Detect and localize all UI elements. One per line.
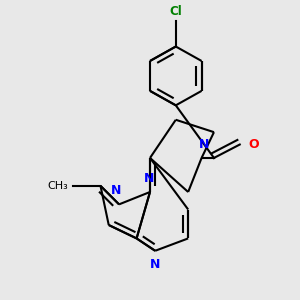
Text: O: O (248, 138, 259, 151)
Text: Cl: Cl (169, 4, 182, 18)
Text: N: N (199, 138, 209, 151)
Text: N: N (150, 258, 160, 271)
Text: N: N (111, 184, 121, 197)
Text: N: N (144, 172, 154, 185)
Text: CH₃: CH₃ (48, 181, 68, 191)
